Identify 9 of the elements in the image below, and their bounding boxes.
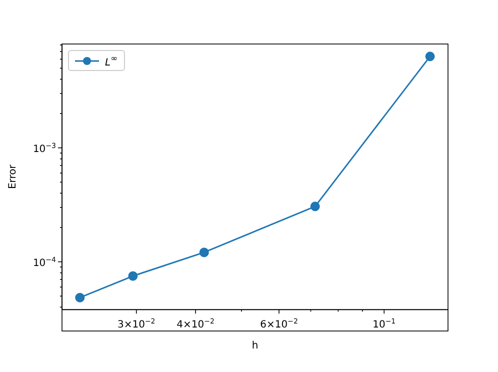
- x-tick-label: 6×10$^{−2}$: [260, 318, 298, 331]
- x-tick-label: 10$^{−1}$: [372, 318, 396, 331]
- x-tick-label: 3×10$^{−2}$: [117, 318, 156, 331]
- y-axis-title: Error: [8, 164, 19, 190]
- legend-label: L$^{∞}$: [105, 53, 118, 68]
- y-tick-label: 10$^{−3}$: [32, 142, 56, 155]
- y-tick-label: 10$^{−4}$: [32, 256, 57, 269]
- x-axis-title: h: [252, 340, 258, 352]
- x-tick-label: 4×10$^{−2}$: [176, 318, 214, 331]
